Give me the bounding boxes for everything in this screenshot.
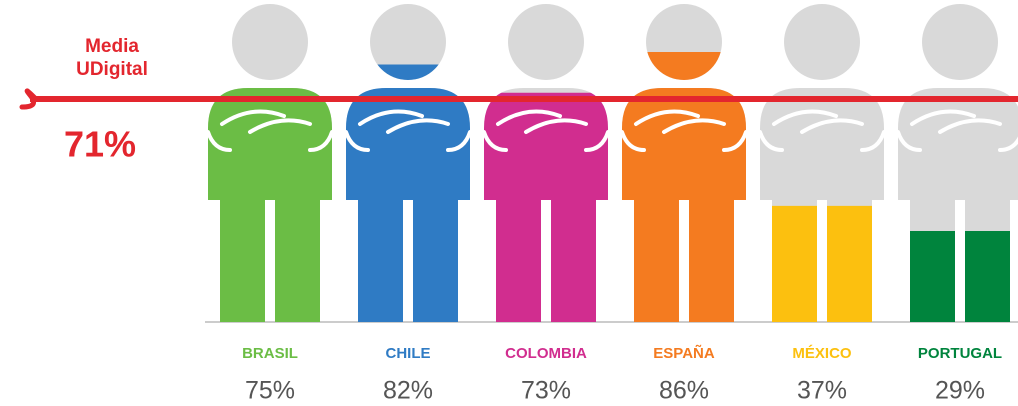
figure-fill bbox=[772, 205, 872, 322]
value-label: 75% bbox=[245, 377, 295, 405]
figure-fill bbox=[484, 92, 608, 322]
arms bbox=[758, 109, 886, 152]
category-label: ESPAÑA bbox=[653, 344, 715, 362]
value-label: 82% bbox=[383, 377, 433, 405]
arms bbox=[896, 109, 1018, 152]
category-label: COLOMBIA bbox=[505, 345, 587, 362]
arms bbox=[344, 109, 472, 152]
value-label: 37% bbox=[797, 377, 847, 405]
category-label: CHILE bbox=[386, 345, 431, 362]
category-label: BRASIL bbox=[242, 345, 298, 362]
arms bbox=[482, 109, 610, 152]
arms bbox=[620, 109, 748, 152]
value-label: 29% bbox=[935, 377, 985, 405]
figure-fill bbox=[208, 88, 332, 322]
figure-fill bbox=[910, 230, 1010, 322]
category-label: PORTUGAL bbox=[918, 345, 1002, 362]
value-label: 73% bbox=[521, 377, 571, 405]
reference-value: 71% bbox=[64, 124, 136, 165]
arms bbox=[206, 109, 334, 152]
reference-curl bbox=[19, 88, 39, 110]
reference-label: UDigital bbox=[76, 59, 148, 80]
value-label: 86% bbox=[659, 377, 709, 405]
category-label: MÉXICO bbox=[792, 345, 852, 362]
reference-label: Media bbox=[85, 36, 139, 57]
